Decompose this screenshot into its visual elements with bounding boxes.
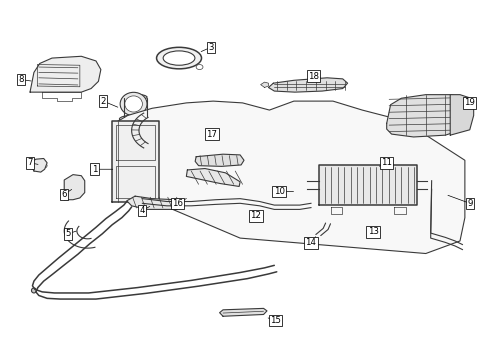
Text: 2: 2 xyxy=(100,96,106,105)
Text: 6: 6 xyxy=(61,190,67,199)
Circle shape xyxy=(299,189,306,194)
Polygon shape xyxy=(186,168,240,186)
Circle shape xyxy=(40,163,47,168)
Polygon shape xyxy=(261,82,269,87)
Text: 7: 7 xyxy=(27,158,33,167)
Circle shape xyxy=(34,163,41,168)
Circle shape xyxy=(118,159,126,165)
Ellipse shape xyxy=(424,181,429,189)
Ellipse shape xyxy=(264,207,273,215)
Text: 4: 4 xyxy=(140,206,145,215)
Circle shape xyxy=(118,186,126,192)
Polygon shape xyxy=(195,154,244,166)
Circle shape xyxy=(360,220,372,228)
Ellipse shape xyxy=(157,47,201,69)
Text: 11: 11 xyxy=(381,158,392,167)
Polygon shape xyxy=(387,95,470,137)
Polygon shape xyxy=(450,95,474,135)
Text: 17: 17 xyxy=(206,130,217,139)
Circle shape xyxy=(374,165,380,170)
Circle shape xyxy=(49,70,65,81)
Circle shape xyxy=(52,72,61,79)
Circle shape xyxy=(367,222,379,230)
Circle shape xyxy=(70,183,76,188)
Circle shape xyxy=(70,191,76,196)
Ellipse shape xyxy=(305,181,310,189)
Ellipse shape xyxy=(125,96,143,112)
Polygon shape xyxy=(112,121,159,202)
Polygon shape xyxy=(64,175,85,200)
Circle shape xyxy=(147,202,152,205)
Text: 8: 8 xyxy=(19,75,24,84)
Circle shape xyxy=(296,186,310,197)
Text: 5: 5 xyxy=(65,229,71,238)
Text: 12: 12 xyxy=(250,211,261,220)
Text: 9: 9 xyxy=(467,199,472,208)
Text: 14: 14 xyxy=(305,238,317,247)
Circle shape xyxy=(146,200,154,207)
Text: 3: 3 xyxy=(208,43,214,52)
Ellipse shape xyxy=(120,92,147,116)
Polygon shape xyxy=(116,101,465,253)
Circle shape xyxy=(371,163,383,172)
Text: 18: 18 xyxy=(308,72,319,81)
Ellipse shape xyxy=(123,94,147,100)
Polygon shape xyxy=(127,196,184,210)
Polygon shape xyxy=(269,78,347,92)
Polygon shape xyxy=(30,158,47,172)
Text: 16: 16 xyxy=(172,199,183,208)
Ellipse shape xyxy=(31,288,36,293)
Text: 10: 10 xyxy=(274,187,285,196)
Circle shape xyxy=(145,186,153,192)
Text: 15: 15 xyxy=(270,316,281,325)
Circle shape xyxy=(196,64,203,69)
Text: 13: 13 xyxy=(368,228,378,237)
Ellipse shape xyxy=(120,115,151,123)
Ellipse shape xyxy=(163,51,195,65)
Text: 1: 1 xyxy=(92,165,97,174)
Polygon shape xyxy=(220,309,267,316)
Text: 19: 19 xyxy=(465,98,475,107)
Polygon shape xyxy=(319,165,417,205)
Polygon shape xyxy=(30,56,101,92)
